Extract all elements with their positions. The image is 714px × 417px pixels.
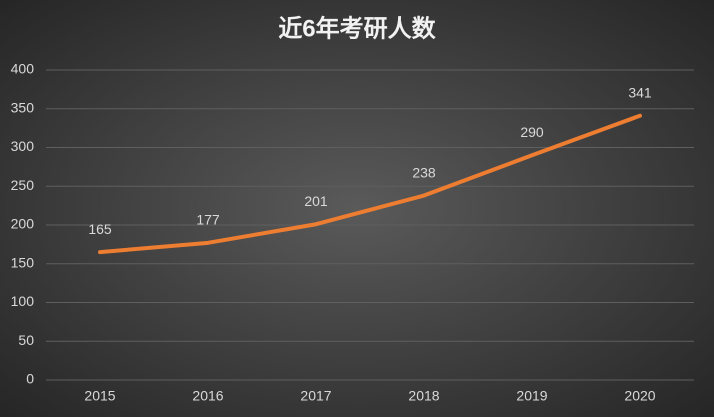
chart-title: 近6年考研人数 [278,14,436,42]
y-tick-label: 300 [11,138,35,154]
x-tick-label: 2020 [624,388,655,404]
x-tick-label: 2017 [300,388,331,404]
data-label: 201 [304,193,328,209]
y-tick-label: 400 [11,61,35,77]
y-tick-label: 150 [11,254,35,270]
x-tick-label: 2016 [192,388,223,404]
y-tick-label: 100 [11,293,35,309]
data-label: 341 [628,84,652,100]
x-tick-label: 2015 [84,388,115,404]
x-tick-label: 2019 [516,388,547,404]
data-label: 290 [520,124,544,140]
x-tick-label: 2018 [408,388,439,404]
y-tick-label: 0 [26,371,34,387]
data-label: 165 [88,221,112,237]
data-label: 177 [196,212,220,228]
y-tick-label: 200 [11,216,35,232]
y-tick-label: 50 [18,332,34,348]
data-label: 238 [412,164,436,180]
line [98,113,642,255]
y-tick-label: 250 [11,177,35,193]
y-tick-label: 350 [11,99,35,115]
